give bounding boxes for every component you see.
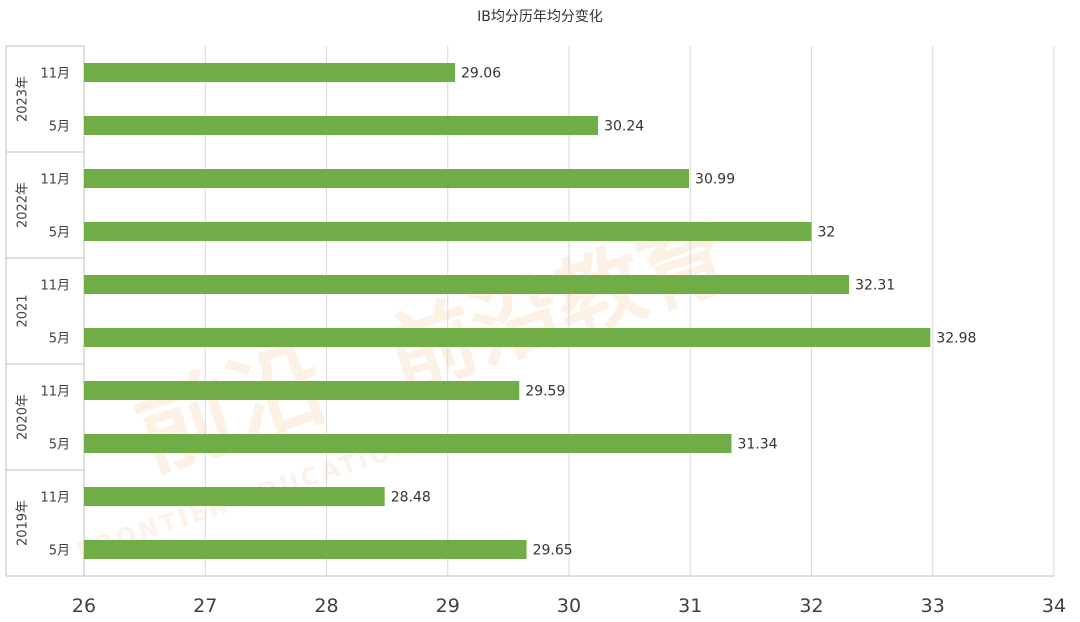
bar <box>84 116 599 135</box>
x-tick-label: 29 <box>436 595 460 617</box>
group-label: 2022年 <box>16 182 31 228</box>
category-label: 5月 <box>49 120 70 135</box>
data-label: 29.59 <box>525 384 565 400</box>
category-label: 5月 <box>49 544 70 559</box>
data-label: 30.99 <box>695 172 735 188</box>
bar <box>84 169 690 188</box>
x-tick-label: 27 <box>193 595 217 617</box>
x-tick-label: 30 <box>557 595 581 617</box>
data-label: 29.65 <box>533 543 573 559</box>
category-label: 5月 <box>49 226 70 241</box>
category-label: 5月 <box>49 438 70 453</box>
bars <box>84 63 931 559</box>
category-label: 11月 <box>40 173 70 188</box>
data-label: 32.31 <box>855 278 895 294</box>
data-label: 31.34 <box>737 437 777 453</box>
x-tick-label: 31 <box>678 595 702 617</box>
data-label: 30.24 <box>604 119 644 135</box>
category-label: 11月 <box>40 491 70 506</box>
bar <box>84 381 520 400</box>
group-label: 2021 <box>16 294 31 327</box>
bar <box>84 434 732 453</box>
bar <box>84 222 812 241</box>
x-tick-label: 34 <box>1042 595 1066 617</box>
x-tick-label: 26 <box>72 595 96 617</box>
group-label: 2020年 <box>16 394 31 440</box>
category-label: 11月 <box>40 279 70 294</box>
x-tick-label: 32 <box>799 595 823 617</box>
group-label: 2019年 <box>16 500 31 546</box>
data-label: 29.06 <box>461 66 501 82</box>
bar <box>84 487 385 506</box>
chart-title: IB均分历年均分变化 <box>477 9 603 25</box>
data-label: 28.48 <box>391 490 431 506</box>
x-tick-label: 28 <box>314 595 338 617</box>
bar <box>84 540 527 559</box>
category-label: 11月 <box>40 385 70 400</box>
bar <box>84 63 456 82</box>
bar <box>84 275 850 294</box>
category-label: 5月 <box>49 332 70 347</box>
labels: 26 27 28 29 30 31 32 33 34 2023年 2022年 2021 2020年 201… <box>16 66 1067 618</box>
bar <box>84 328 931 347</box>
data-label: 32.98 <box>936 331 976 347</box>
data-label: 32 <box>818 225 836 241</box>
x-tick-label: 33 <box>921 595 945 617</box>
category-label: 11月 <box>40 67 70 82</box>
group-label: 2023年 <box>16 76 31 122</box>
